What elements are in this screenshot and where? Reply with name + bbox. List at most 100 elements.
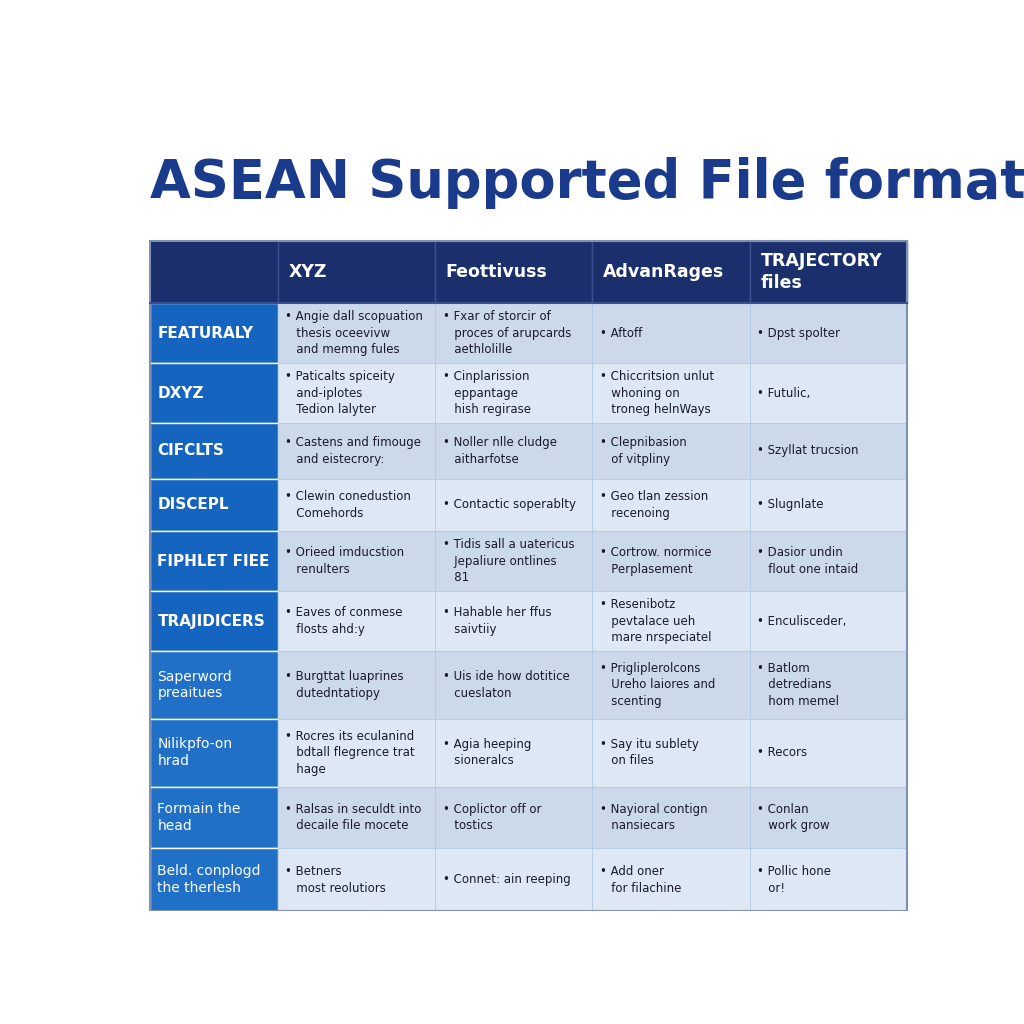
Text: TRAJIDICERS: TRAJIDICERS: [158, 613, 265, 629]
Bar: [592, 423, 750, 478]
Bar: [150, 591, 278, 651]
Bar: [150, 303, 278, 364]
Bar: [150, 786, 278, 848]
Bar: [435, 591, 592, 651]
Text: • Conlan
   work grow: • Conlan work grow: [758, 803, 829, 833]
Bar: [750, 242, 907, 303]
Bar: [592, 591, 750, 651]
Bar: [592, 719, 750, 786]
Bar: [592, 478, 750, 531]
Text: • Nayioral contign
   nansiecars: • Nayioral contign nansiecars: [600, 803, 708, 833]
Text: CIFCLTS: CIFCLTS: [158, 443, 224, 459]
Text: • Tidis sall a uatericus
   Jepaliure ontlines
   81: • Tidis sall a uatericus Jepaliure ontli…: [442, 538, 574, 584]
Bar: [750, 719, 907, 786]
Text: • Cinplarission
   eppantage
   hish regirase: • Cinplarission eppantage hish regirase: [442, 370, 530, 416]
Text: • Paticalts spiceity
   and-iplotes
   Tedion lalyter: • Paticalts spiceity and-iplotes Tedion …: [286, 370, 395, 416]
Text: TRAJECTORY
files: TRAJECTORY files: [761, 252, 882, 293]
Bar: [150, 478, 278, 531]
Text: • Angie dall scopuation
   thesis oceevivw
   and memng fules: • Angie dall scopuation thesis oceevivw …: [286, 310, 423, 356]
Text: • Ralsas in seculdt into
   decaile file mocete: • Ralsas in seculdt into decaile file mo…: [286, 803, 422, 833]
Text: • Betners
   most reolutiors: • Betners most reolutiors: [286, 865, 386, 895]
Text: • Dpst spolter: • Dpst spolter: [758, 327, 841, 340]
Bar: [278, 591, 435, 651]
Bar: [278, 719, 435, 786]
Text: • Hahable her ffus
   saivtiiy: • Hahable her ffus saivtiiy: [442, 606, 551, 636]
Bar: [278, 651, 435, 719]
Bar: [435, 531, 592, 591]
Text: Formain the
head: Formain the head: [158, 802, 241, 833]
Bar: [150, 242, 907, 911]
Bar: [435, 719, 592, 786]
Text: • Prigliplerolcons
   Ureho laiores and
   scenting: • Prigliplerolcons Ureho laiores and sce…: [600, 662, 716, 708]
Text: • Fxar of storcir of
   proces of arupcards
   aethlolille: • Fxar of storcir of proces of arupcards…: [442, 310, 571, 356]
Text: • Resenibotz
   pevtalace ueh
   mare nrspeciatel: • Resenibotz pevtalace ueh mare nrspecia…: [600, 598, 712, 644]
Text: XYZ: XYZ: [289, 263, 327, 282]
Bar: [435, 478, 592, 531]
Bar: [150, 531, 278, 591]
Text: • Add oner
   for filachine: • Add oner for filachine: [600, 865, 681, 895]
Text: • Say itu sublety
   on files: • Say itu sublety on files: [600, 738, 698, 768]
Text: • Geo tlan zession
   recenoing: • Geo tlan zession recenoing: [600, 490, 709, 519]
Text: • Burgttat luaprines
   dutedntatiopy: • Burgttat luaprines dutedntatiopy: [286, 671, 403, 699]
Text: • Coplictor off or
   tostics: • Coplictor off or tostics: [442, 803, 541, 833]
Bar: [150, 719, 278, 786]
Bar: [750, 786, 907, 848]
Bar: [435, 364, 592, 423]
Bar: [750, 848, 907, 911]
Text: • Clewin conedustion
   Comehords: • Clewin conedustion Comehords: [286, 490, 412, 519]
Bar: [592, 651, 750, 719]
Text: Beld. conplogd
the therlesh: Beld. conplogd the therlesh: [158, 864, 261, 895]
Text: ASEAN Supported File formats: ASEAN Supported File formats: [150, 157, 1024, 209]
Bar: [435, 786, 592, 848]
Text: • Orieed imducstion
   renulters: • Orieed imducstion renulters: [286, 546, 404, 575]
Text: • Uis ide how dotitice
   cueslaton: • Uis ide how dotitice cueslaton: [442, 671, 569, 699]
Text: FEATURALY: FEATURALY: [158, 326, 254, 341]
Text: • Cortrow. normice
   Perplasement: • Cortrow. normice Perplasement: [600, 546, 712, 575]
Bar: [278, 242, 435, 303]
Bar: [750, 364, 907, 423]
Text: • Recors: • Recors: [758, 746, 808, 759]
Bar: [592, 786, 750, 848]
Text: • Eaves of conmese
   flosts ahd:y: • Eaves of conmese flosts ahd:y: [286, 606, 402, 636]
Bar: [592, 848, 750, 911]
Bar: [435, 423, 592, 478]
Bar: [592, 364, 750, 423]
Text: • Dasior undin
   flout one intaid: • Dasior undin flout one intaid: [758, 546, 858, 575]
Bar: [278, 531, 435, 591]
Bar: [592, 531, 750, 591]
Text: • Contactic soperablty: • Contactic soperablty: [442, 499, 575, 511]
Text: • Noller nlle cludge
   aitharfotse: • Noller nlle cludge aitharfotse: [442, 436, 557, 466]
Bar: [278, 423, 435, 478]
Text: • Szyllat trucsion: • Szyllat trucsion: [758, 444, 859, 458]
Bar: [592, 242, 750, 303]
Text: • Enculisceder,: • Enculisceder,: [758, 614, 847, 628]
Bar: [150, 364, 278, 423]
Text: AdvanRages: AdvanRages: [603, 263, 724, 282]
Text: • Castens and fimouge
   and eistecrory:: • Castens and fimouge and eistecrory:: [286, 436, 421, 466]
Bar: [750, 423, 907, 478]
Text: • Pollic hone
   or!: • Pollic hone or!: [758, 865, 831, 895]
Bar: [150, 242, 278, 303]
Text: Feottivuss: Feottivuss: [445, 263, 548, 282]
Bar: [278, 786, 435, 848]
Bar: [278, 478, 435, 531]
Bar: [750, 651, 907, 719]
Bar: [278, 303, 435, 364]
Bar: [150, 423, 278, 478]
Bar: [435, 303, 592, 364]
Text: • Clepnibasion
   of vitpliny: • Clepnibasion of vitpliny: [600, 436, 687, 466]
Text: • Rocres its eculanind
   bdtall flegrence trat
   hage: • Rocres its eculanind bdtall flegrence …: [286, 730, 415, 776]
Text: • Batlom
   detredians
   hom memel: • Batlom detredians hom memel: [758, 662, 840, 708]
Bar: [592, 303, 750, 364]
Bar: [435, 848, 592, 911]
Bar: [150, 848, 278, 911]
Text: • Connet: ain reeping: • Connet: ain reeping: [442, 873, 570, 887]
Bar: [750, 591, 907, 651]
Text: • Agia heeping
   sioneralcs: • Agia heeping sioneralcs: [442, 738, 531, 768]
Text: DISCEPL: DISCEPL: [158, 498, 229, 512]
Text: • Slugnlate: • Slugnlate: [758, 499, 823, 511]
Bar: [278, 364, 435, 423]
Bar: [435, 242, 592, 303]
Text: Saperword
preaitues: Saperword preaitues: [158, 670, 232, 700]
Text: • Futulic,: • Futulic,: [758, 387, 811, 399]
